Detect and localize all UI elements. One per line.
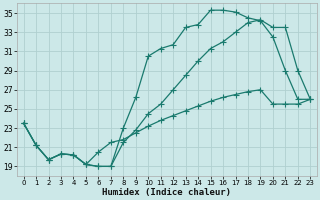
X-axis label: Humidex (Indice chaleur): Humidex (Indice chaleur) — [102, 188, 231, 197]
